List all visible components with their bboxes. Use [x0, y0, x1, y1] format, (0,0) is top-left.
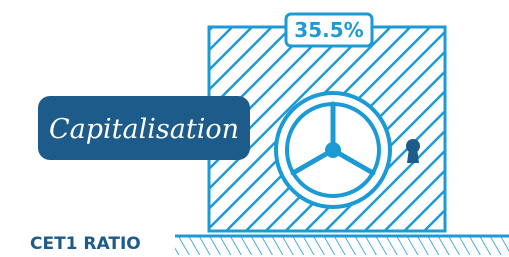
ground-hatch	[175, 235, 509, 255]
label-text: Capitalisation	[49, 114, 239, 145]
infographic: 35.5% Capitalisation CET1 RATIO	[0, 0, 509, 257]
keyhole-bottom	[407, 148, 419, 163]
caption: CET1 RATIO	[30, 234, 141, 254]
wheel-hub	[325, 142, 341, 158]
badge-value: 35.5%	[294, 18, 363, 42]
